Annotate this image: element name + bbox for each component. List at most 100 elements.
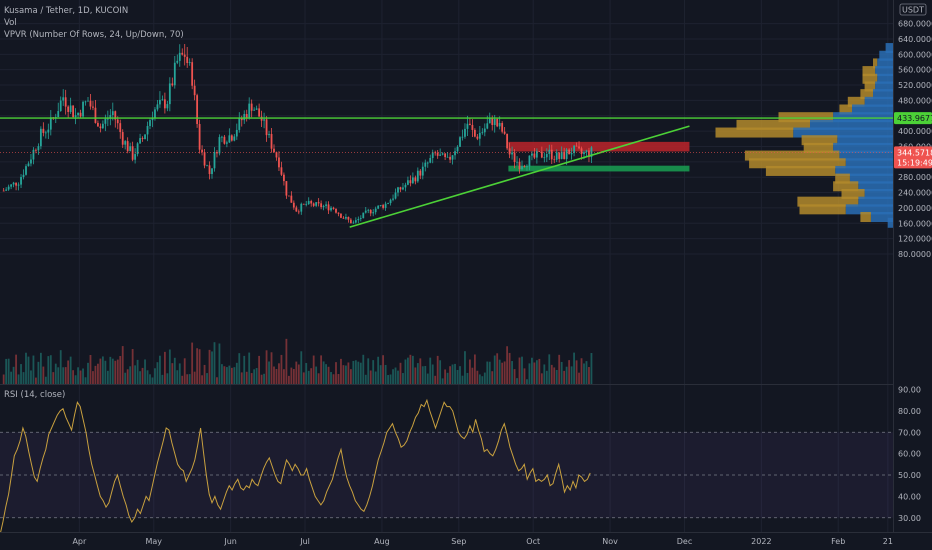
candle-body-90 xyxy=(225,142,228,144)
volume-bar-7 xyxy=(20,364,22,384)
candle-body-222 xyxy=(553,159,556,161)
volume-bar-184 xyxy=(459,366,461,384)
price-tick-label: 120.0000 xyxy=(898,235,932,244)
volume-bar-35 xyxy=(89,355,92,384)
candle-body-210 xyxy=(523,166,526,168)
candle-body-64 xyxy=(161,99,164,101)
vpvr-down-12 xyxy=(801,135,838,146)
volume-bar-46 xyxy=(116,359,119,384)
volume-bar-146 xyxy=(364,374,367,384)
volume-bar-169 xyxy=(421,366,424,384)
candlesticks xyxy=(2,44,593,224)
candle-body-201 xyxy=(501,122,504,132)
candle-body-198 xyxy=(493,119,496,125)
vpvr-down-10 xyxy=(736,119,810,130)
rsi-axis[interactable]: 90.00 80.00 70.00 60.00 50.00 40.00 30.00 xyxy=(898,386,921,523)
rsi-tick-label: 30.00 xyxy=(898,514,921,523)
rsi-tick-label: 40.00 xyxy=(898,492,921,501)
volume-bar-14 xyxy=(37,361,40,384)
rsi-legend[interactable]: RSI (14, close) xyxy=(4,390,66,400)
volume-bar-149 xyxy=(372,360,375,384)
volume-bar-73 xyxy=(183,358,186,384)
candle-body-95 xyxy=(238,117,241,130)
vpvr-up-2 xyxy=(877,58,894,69)
vpvr-down-11 xyxy=(715,127,794,138)
volume-bar-128 xyxy=(320,355,323,384)
candle-body-45 xyxy=(114,111,117,120)
candle-body-223 xyxy=(555,152,558,160)
volume-bar-220 xyxy=(548,354,551,384)
vpvr-up-8 xyxy=(852,104,894,115)
volume-bar-186 xyxy=(464,351,466,384)
vpvr-down-15 xyxy=(749,158,846,169)
volume-bar-130 xyxy=(325,364,327,384)
svg-text:USDT: USDT xyxy=(902,6,924,15)
volume-bar-171 xyxy=(426,373,429,384)
candle-body-209 xyxy=(521,166,523,170)
candle-body-218 xyxy=(543,157,546,159)
volume-bar-206 xyxy=(513,369,516,384)
vpvr-up-10 xyxy=(810,119,894,130)
volume-bar-115 xyxy=(287,375,290,384)
volume-bar-228 xyxy=(568,360,571,384)
current-price-tag: 344.5718 xyxy=(897,148,932,157)
volume-bar-29 xyxy=(74,375,77,384)
volume-bar-104 xyxy=(260,374,263,384)
volume-bar-167 xyxy=(416,363,419,384)
vpvr-legend[interactable]: VPVR (Number Of Rows, 24, Up/Down, 70) xyxy=(4,30,184,40)
volume-bar-162 xyxy=(404,359,407,384)
candle-body-231 xyxy=(575,145,578,147)
volume-bar-71 xyxy=(178,363,181,384)
candle-body-157 xyxy=(392,198,394,200)
candle-body-14 xyxy=(37,146,40,151)
volume-bar-129 xyxy=(322,361,325,384)
candle-body-176 xyxy=(439,154,442,156)
symbol-title[interactable]: Kusama / Tether, 1D, KUCOIN xyxy=(4,6,129,16)
vol-legend[interactable]: Vol xyxy=(4,18,17,28)
drawn-lines[interactable] xyxy=(0,117,894,228)
candle-body-91 xyxy=(228,135,231,143)
price-tick-label: 560.0000 xyxy=(898,66,932,75)
volume-bar-140 xyxy=(349,369,352,384)
volume-bar-106 xyxy=(265,350,268,384)
candle-body-141 xyxy=(352,222,355,224)
candle-body-120 xyxy=(300,203,303,212)
volume-bar-198 xyxy=(493,355,496,384)
volume-bar-101 xyxy=(253,369,256,384)
volume-bar-19 xyxy=(49,355,52,384)
volume-bar-205 xyxy=(511,361,513,384)
candle-body-94 xyxy=(235,129,238,137)
currency-badge[interactable]: USDT xyxy=(899,3,927,16)
candle-body-16 xyxy=(42,128,45,133)
candle-body-11 xyxy=(30,159,32,164)
candle-body-136 xyxy=(340,213,342,218)
volume-bar-133 xyxy=(332,374,335,384)
candle-body-97 xyxy=(243,114,246,121)
volume-bar-221 xyxy=(550,364,553,384)
vpvr-up-6 xyxy=(873,89,894,100)
volume-bar-33 xyxy=(84,377,87,384)
volume-bar-22 xyxy=(57,367,60,384)
candle-body-111 xyxy=(278,157,280,168)
candle-body-130 xyxy=(325,204,327,206)
volume-bar-173 xyxy=(431,364,434,384)
candle-body-127 xyxy=(317,202,320,204)
volume-bar-135 xyxy=(337,374,340,384)
candle-body-173 xyxy=(431,152,434,159)
volume-bar-132 xyxy=(330,372,332,384)
volume-bar-127 xyxy=(317,373,320,384)
candle-body-229 xyxy=(570,153,573,155)
volume-bar-211 xyxy=(526,379,528,384)
countdown-tag: 15:19:49 xyxy=(897,158,932,167)
vpvr-up-13 xyxy=(833,142,894,153)
volume-bar-193 xyxy=(481,376,484,384)
price-tick-label: 480.0000 xyxy=(898,96,932,105)
candle-body-70 xyxy=(176,60,179,63)
volume-bar-166 xyxy=(414,367,417,384)
candle-body-186 xyxy=(464,128,466,137)
time-axis[interactable]: Apr May Jun Jul Aug Sep Oct Nov Dec 2022 Feb 21 xyxy=(72,537,892,546)
candle-body-126 xyxy=(315,202,318,206)
candle-body-233 xyxy=(580,148,583,155)
volume-bar-86 xyxy=(216,377,218,384)
